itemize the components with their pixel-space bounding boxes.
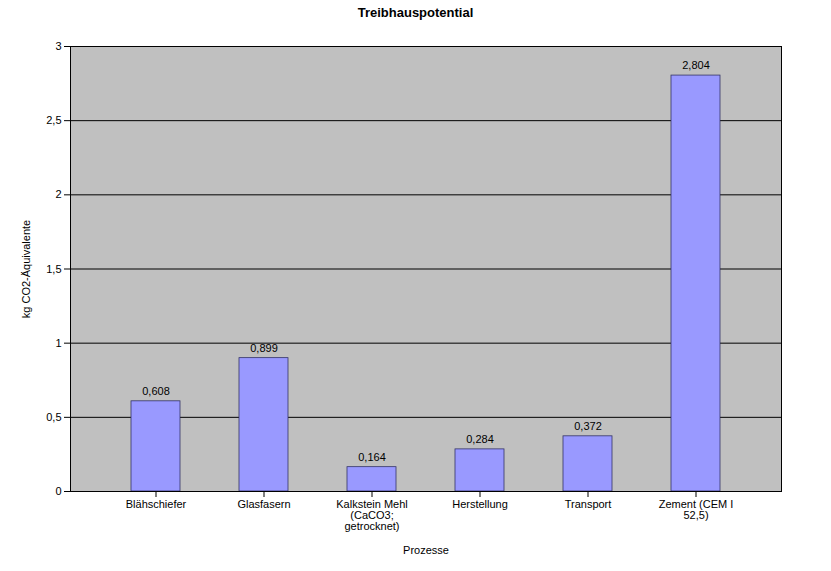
svg-text:0,164: 0,164 [358,451,386,463]
svg-text:3: 3 [55,40,61,52]
svg-text:0,608: 0,608 [142,385,170,397]
svg-text:1: 1 [55,337,61,349]
svg-text:Kalkstein Mehl(CaCO3;getrockne: Kalkstein Mehl(CaCO3;getrocknet) [336,498,408,532]
svg-text:Herstellung: Herstellung [452,498,508,510]
svg-text:0: 0 [55,485,61,497]
svg-text:2,804: 2,804 [682,59,710,71]
svg-text:Zement (CEM I52,5): Zement (CEM I52,5) [659,498,734,521]
svg-text:0,372: 0,372 [574,420,602,432]
svg-text:Blähschiefer: Blähschiefer [126,498,187,510]
html-text:Treibhauspotential: Treibhauspotential [357,5,474,20]
svg-text:0,5: 0,5 [46,411,61,423]
svg-text:0,284: 0,284 [466,433,494,445]
svg-text:0,899: 0,899 [250,342,278,354]
svg-text:1,5: 1,5 [46,263,61,275]
svg-text:Prozesse: Prozesse [403,544,449,556]
svg-text:Glasfasern: Glasfasern [237,498,290,510]
svg-text:kg CO2-Äquivalente: kg CO2-Äquivalente [20,220,32,318]
svg-text:Transport: Transport [565,498,612,510]
svg-text:2: 2 [55,188,61,200]
svg-text:2,5: 2,5 [46,114,61,126]
